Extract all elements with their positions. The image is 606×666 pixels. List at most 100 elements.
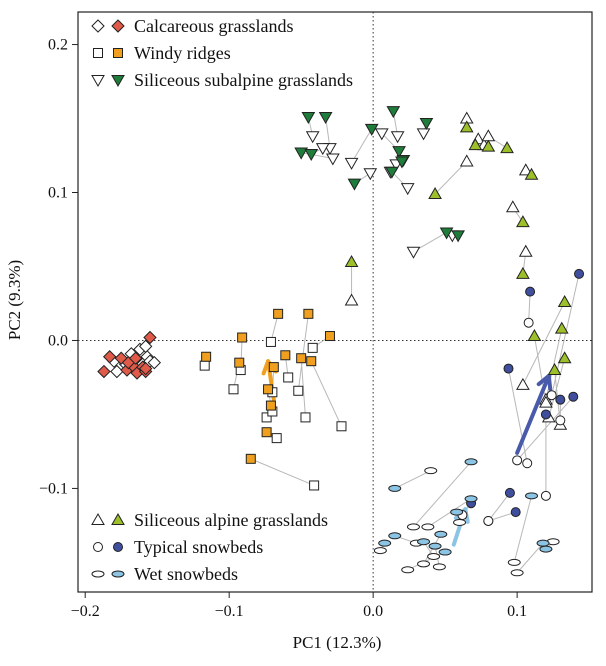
- data-point-filled: [434, 530, 448, 538]
- data-point-filled: [385, 166, 399, 179]
- legend-marker-filled: [113, 48, 123, 58]
- data-point-open: [293, 385, 304, 396]
- data-point-open: [505, 200, 520, 213]
- y-tick-label: 0.0: [48, 332, 68, 349]
- pair-link: [351, 128, 373, 164]
- data-point-filled: [392, 146, 406, 159]
- data-point-open: [406, 523, 420, 531]
- data-point-open: [325, 153, 340, 166]
- x-tick-label: −0.2: [71, 603, 100, 620]
- data-point-open: [421, 523, 435, 531]
- data-point-filled: [464, 458, 478, 466]
- legend-label: Siliceous subalpine grasslands: [134, 70, 353, 90]
- data-point-filled: [504, 487, 515, 498]
- data-point-filled: [500, 141, 514, 154]
- data-point-open: [373, 547, 387, 555]
- data-point-filled: [557, 294, 572, 307]
- data-point-filled: [557, 351, 572, 364]
- legend-marker-filled: [111, 570, 125, 578]
- data-point-filled: [128, 351, 143, 365]
- data-point-open: [555, 415, 566, 426]
- data-point-filled: [364, 123, 379, 136]
- legend-label: Wet snowbeds: [134, 564, 238, 584]
- y-tick-label: 0.1: [48, 185, 68, 202]
- legend-marker-open: [93, 48, 103, 58]
- data-point-open: [507, 558, 521, 566]
- data-point-filled: [201, 351, 212, 362]
- data-point-open: [516, 377, 530, 390]
- data-point-filled: [237, 332, 248, 343]
- y-axis-label: PC2 (9.3%): [5, 260, 24, 340]
- data-point-filled: [268, 362, 279, 373]
- data-point-open: [481, 129, 496, 142]
- data-point-open: [228, 384, 239, 395]
- pair-link: [301, 152, 333, 159]
- data-point-open: [315, 143, 330, 156]
- data-point-open: [363, 168, 378, 181]
- data-point-open: [459, 154, 474, 167]
- data-point-open: [199, 360, 210, 371]
- data-point-filled: [378, 539, 392, 547]
- data-point-open: [546, 390, 557, 401]
- data-point-open: [271, 433, 282, 444]
- pair-link: [551, 273, 580, 396]
- pair-link: [427, 498, 472, 528]
- data-point-filled: [525, 286, 536, 297]
- data-point-open: [424, 467, 438, 475]
- pair-link: [413, 461, 472, 528]
- data-point-filled: [510, 507, 521, 518]
- legend-label: Calcareous grasslands: [134, 16, 293, 36]
- data-point-open: [510, 569, 524, 577]
- data-point-open: [518, 163, 533, 176]
- legend-label: Typical snowbeds: [134, 537, 263, 557]
- data-point-filled: [261, 427, 272, 438]
- data-point-filled: [459, 120, 474, 133]
- legend-marker-filled: [111, 19, 125, 33]
- pair-link: [300, 358, 306, 418]
- data-point-filled: [417, 538, 431, 546]
- data-point-filled: [527, 329, 542, 342]
- data-point-filled: [294, 147, 309, 160]
- data-point-filled: [138, 361, 153, 376]
- data-point-open: [305, 131, 320, 144]
- data-point-filled: [324, 331, 335, 342]
- legend-marker-open: [91, 75, 105, 88]
- pair-link: [394, 470, 431, 489]
- legend-label: Siliceous alpine grasslands: [134, 510, 328, 530]
- data-point-filled: [555, 394, 566, 405]
- pair-link: [508, 368, 528, 464]
- plot-frame: [77, 11, 593, 593]
- pair-link: [487, 492, 511, 522]
- data-point-filled: [464, 495, 478, 503]
- legend-marker-open: [93, 542, 103, 552]
- data-point-filled: [554, 321, 569, 334]
- data-point-filled: [540, 409, 551, 420]
- data-point-filled: [568, 391, 579, 402]
- data-point-open: [518, 244, 533, 257]
- legend-marker-filled: [113, 542, 123, 552]
- data-point-open: [512, 455, 523, 466]
- data-point-open: [540, 490, 551, 501]
- data-point-filled: [296, 353, 307, 364]
- data-point-open: [416, 128, 431, 141]
- data-point-open: [283, 372, 294, 383]
- data-point-open: [147, 355, 162, 370]
- x-axis-label: PC1 (12.3%): [293, 633, 382, 652]
- data-point-filled: [143, 330, 157, 345]
- data-point-open: [406, 246, 421, 259]
- legend-marker-filled: [111, 75, 125, 88]
- legend-marker-open: [91, 512, 105, 525]
- data-point-filled: [265, 400, 276, 411]
- data-point-filled: [234, 357, 245, 368]
- data-point-open: [374, 128, 389, 141]
- data-point-open: [427, 552, 441, 560]
- data-point-filled: [547, 363, 562, 376]
- data-point-filled: [280, 350, 291, 361]
- data-point-filled: [451, 230, 465, 243]
- data-point-open: [390, 131, 405, 144]
- data-point-filled: [301, 112, 316, 125]
- data-point-open: [309, 480, 320, 491]
- data-point-filled: [388, 484, 402, 492]
- data-point-open: [400, 183, 415, 196]
